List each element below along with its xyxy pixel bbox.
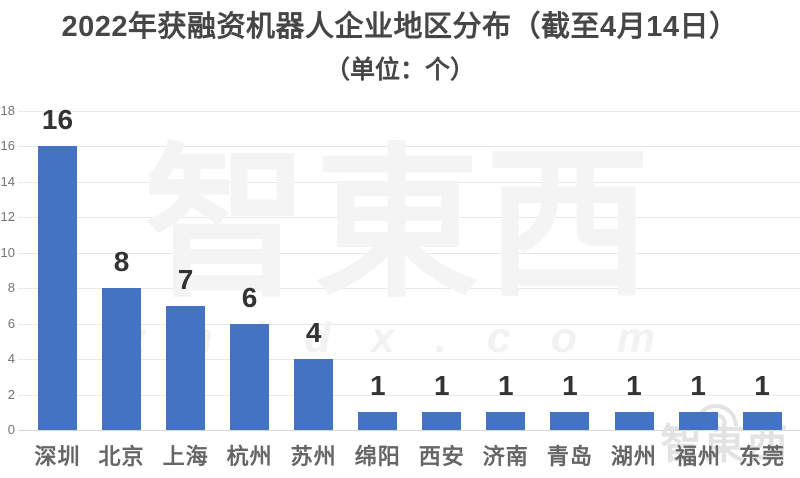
- chart-bar: [294, 359, 334, 430]
- chart-bar: [486, 412, 526, 431]
- gridline-16: [18, 146, 800, 147]
- chart-subtitle: （单位：个）: [324, 56, 475, 84]
- y-tick-label: 2: [7, 386, 15, 402]
- chart-bar: [230, 323, 270, 430]
- chart-bar: [550, 412, 590, 431]
- chart-bar: [742, 412, 782, 431]
- bar-value-label: 1: [626, 370, 642, 402]
- x-category-label: 福州: [674, 444, 721, 469]
- zhidx-domain-watermark: zhidx.com: [124, 314, 696, 362]
- gridline-2: [18, 394, 800, 396]
- gridline-14: [18, 181, 800, 183]
- gridline-8: [18, 288, 800, 289]
- gridline-12: [18, 217, 800, 218]
- chart-bar: [614, 412, 654, 431]
- bar-value-label: 1: [690, 370, 706, 402]
- y-tick-label: 18: [0, 102, 15, 118]
- y-tick-label: 6: [7, 315, 15, 331]
- bar-value-label: 4: [305, 317, 322, 348]
- bar-value-label: 1: [434, 370, 450, 402]
- y-tick-label: 4: [7, 351, 15, 366]
- y-tick-label: 8: [7, 280, 15, 295]
- chart-bar: [102, 288, 142, 430]
- x-category-label: 北京: [98, 444, 145, 469]
- bar-value-label: 1: [562, 370, 578, 402]
- x-category-label: 深圳: [34, 444, 81, 469]
- bar-value-label: 16: [41, 104, 74, 135]
- x-category-label: 杭州: [226, 444, 273, 469]
- y-tick-label: 0: [7, 422, 15, 437]
- chart-title: 2022年获融资机器人企业地区分布（截至4月14日）: [61, 11, 739, 43]
- gridline-6: [18, 323, 800, 325]
- chart-bar: [358, 412, 398, 431]
- y-tick-label: 16: [0, 138, 15, 153]
- bar-value-label: 1: [370, 370, 386, 402]
- center-watermark: 智東西 zhidx.com: [105, 138, 695, 360]
- x-category-label: 青岛: [546, 444, 593, 469]
- bar-value-label: 8: [113, 246, 130, 277]
- chart-bar: [422, 412, 462, 431]
- x-category-label: 苏州: [290, 444, 337, 469]
- chart-bar: [38, 146, 77, 430]
- x-category-label: 湖州: [610, 444, 657, 469]
- chart-bar: [678, 412, 718, 431]
- x-category-label: 上海: [162, 444, 209, 469]
- x-category-label: 西安: [418, 444, 465, 469]
- bar-value-label: 7: [177, 263, 194, 295]
- gridline-4: [18, 359, 800, 360]
- y-tick-label: 10: [0, 244, 15, 260]
- y-tick-label: 12: [0, 209, 15, 224]
- gridline-10: [18, 252, 800, 254]
- y-tick-label: 14: [0, 173, 15, 189]
- bar-value-label: 6: [241, 281, 258, 313]
- bar-value-label: 1: [498, 370, 514, 402]
- zhidx-logo-watermark: 智東西: [143, 132, 657, 316]
- gridline-18: [18, 110, 800, 112]
- bar-value-label: 1: [754, 370, 770, 402]
- x-category-label: 绵阳: [354, 444, 401, 469]
- x-category-label: 东莞: [738, 444, 785, 469]
- chart-bar: [166, 305, 206, 431]
- gridline-0: [18, 430, 800, 431]
- x-category-label: 济南: [482, 444, 529, 469]
